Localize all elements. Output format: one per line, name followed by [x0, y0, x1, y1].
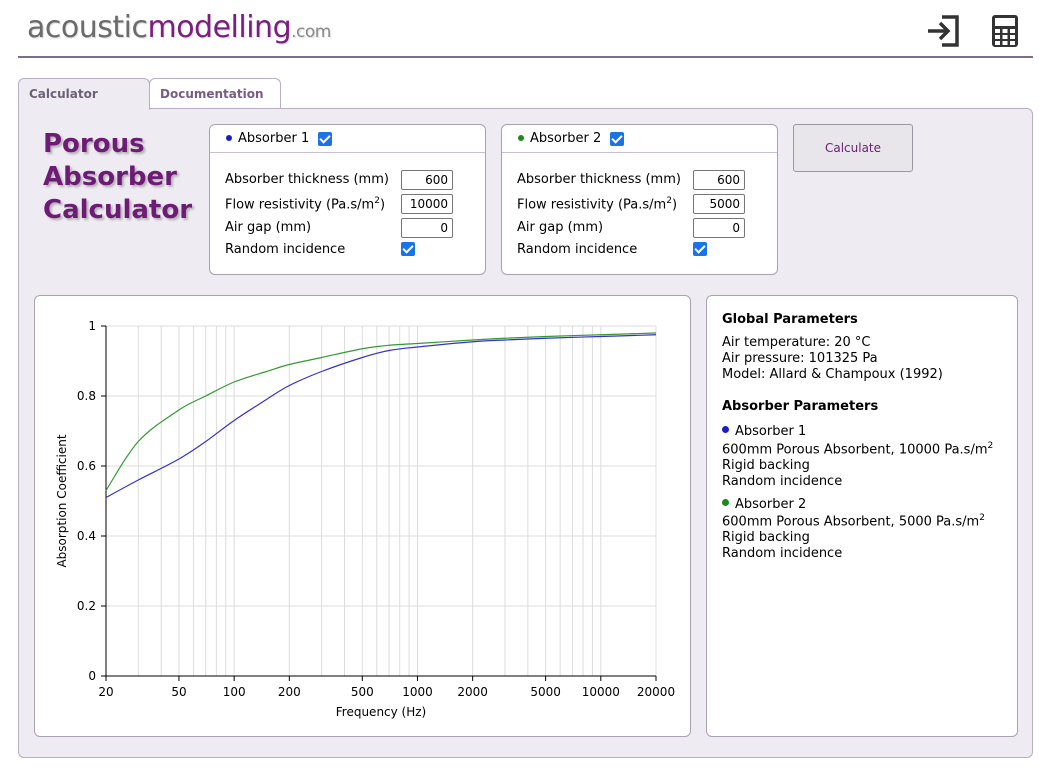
- y-axis-label: Absorption Coefficient: [55, 434, 69, 567]
- y-tick-label: 1: [88, 319, 96, 333]
- info-absorber-2-incidence: Random incidence: [722, 546, 843, 561]
- info-absorber-2-desc: 600mm Porous Absorbent, 5000 Pa.s/m2: [722, 513, 985, 529]
- absorber-2-thickness-label: Absorber thickness (mm): [517, 172, 681, 187]
- tab-calculator[interactable]: Calculator: [18, 78, 150, 110]
- absorber-2-random-checkbox[interactable]: [693, 242, 707, 256]
- header: acousticmodelling.com: [0, 0, 1039, 58]
- logo-part-domain: .com: [291, 22, 331, 42]
- info-absorber-2-desc-sup: 2: [979, 513, 985, 523]
- x-tick-label: 20000: [637, 685, 675, 699]
- absorber-2-dot-icon: [518, 134, 524, 141]
- y-tick-label: 0.2: [77, 599, 96, 613]
- info-absorber-1-desc-text: 600mm Porous Absorbent, 10000 Pa.s/m: [722, 442, 988, 458]
- info-absorber-1-name-text: Absorber 1: [735, 424, 807, 439]
- info-absorber-1-name: Absorber 1: [722, 424, 806, 439]
- global-params-title: Global Parameters: [722, 312, 858, 327]
- absorber-2-label: Absorber 2: [530, 131, 602, 146]
- absorber-1-enable-checkbox[interactable]: [318, 132, 332, 146]
- absorber-1-dot-icon: [226, 134, 232, 141]
- x-tick-label: 2000: [457, 685, 488, 699]
- y-tick-label: 0.8: [77, 389, 96, 403]
- y-tick-label: 0.4: [77, 529, 96, 543]
- info-absorber-2-dot-icon: [722, 499, 729, 506]
- x-tick-label: 50: [171, 685, 186, 699]
- calculator-icon[interactable]: [991, 14, 1019, 48]
- info-absorber-1-desc-sup: 2: [987, 441, 994, 451]
- absorber-2-panel: Absorber 2 Absorber thickness (mm) 600 F…: [501, 124, 778, 275]
- absorber-2-enable-checkbox[interactable]: [610, 132, 624, 146]
- x-tick-label: 500: [351, 685, 374, 699]
- absorber-1-thickness-label: Absorber thickness (mm): [225, 172, 389, 187]
- model-text: Model: Allard & Champoux (1992): [722, 367, 943, 382]
- absorber-2-airgap-input[interactable]: 0: [693, 218, 745, 238]
- absorber-2-flow-label-end: ): [671, 197, 678, 213]
- tab-documentation[interactable]: Documentation: [149, 78, 281, 109]
- absorption-chart: 0 0.2 0.4 0.6 0.8 1 20 50 100 200 500 1000 2000 5000 1…: [55, 319, 675, 719]
- absorber-2-flow-input[interactable]: 5000: [693, 194, 745, 214]
- absorber-2-header: Absorber 2: [502, 125, 777, 153]
- x-tick-label: 10000: [582, 685, 620, 699]
- air-temperature-text: Air temperature: 20 °C: [722, 335, 871, 350]
- absorber-1-panel: Absorber 1 Absorber thickness (mm) 600 F…: [209, 124, 486, 275]
- absorber-params-title: Absorber Parameters: [722, 399, 879, 414]
- absorber-1-flow-label: Flow resistivity (Pa.s/m2): [225, 196, 385, 212]
- x-tick-label: 5000: [530, 685, 561, 699]
- absorber-2-thickness-input[interactable]: 600: [693, 170, 745, 190]
- x-tick-label: 20: [98, 685, 113, 699]
- absorber-1-label: Absorber 1: [238, 131, 310, 146]
- x-tick-label: 1000: [402, 685, 433, 699]
- air-pressure-text: Air pressure: 101325 Pa: [722, 351, 878, 366]
- info-absorber-2-desc-text: 600mm Porous Absorbent, 5000 Pa.s/m: [722, 514, 980, 530]
- absorber-1-flow-label-end: ): [379, 197, 386, 213]
- title-line-1: Porous: [43, 129, 145, 159]
- series-line-1: [105, 334, 657, 499]
- site-logo[interactable]: acousticmodelling.com: [27, 10, 331, 45]
- x-axis-label: Frequency (Hz): [336, 705, 427, 719]
- x-tick-label: 200: [278, 685, 301, 699]
- absorber-1-airgap-label: Air gap (mm): [225, 220, 312, 235]
- calculate-button[interactable]: Calculate: [793, 124, 913, 172]
- y-tick-label: 0.6: [77, 459, 96, 473]
- x-tick-label: 100: [223, 685, 246, 699]
- absorber-1-flow-label-sup: 2: [374, 196, 380, 206]
- info-absorber-2-name-text: Absorber 2: [735, 497, 807, 512]
- page-title: Porous Absorber Calculator: [43, 128, 192, 227]
- absorber-1-header: Absorber 1: [210, 125, 485, 153]
- info-absorber-1-backing: Rigid backing: [722, 458, 810, 473]
- info-panel: Global Parameters Air temperature: 20 °C…: [706, 295, 1018, 737]
- info-absorber-2-backing: Rigid backing: [722, 530, 810, 545]
- absorber-2-random-label: Random incidence: [517, 242, 638, 257]
- absorber-2-airgap-label: Air gap (mm): [517, 220, 604, 235]
- info-absorber-1-dot-icon: [722, 426, 729, 433]
- absorber-1-thickness-input[interactable]: 600: [401, 170, 453, 190]
- absorber-1-flow-input[interactable]: 10000: [401, 194, 453, 214]
- absorber-1-random-label: Random incidence: [225, 242, 346, 257]
- absorber-2-flow-label-text: Flow resistivity (Pa.s/m: [517, 197, 667, 213]
- absorber-1-random-checkbox[interactable]: [401, 242, 415, 256]
- chart-panel: 0 0.2 0.4 0.6 0.8 1 20 50 100 200 500 1000 2000 5000 1…: [34, 295, 691, 737]
- logo-part-modelling: modelling: [147, 10, 292, 45]
- absorber-2-flow-label: Flow resistivity (Pa.s/m2): [517, 196, 677, 212]
- absorber-1-airgap-input[interactable]: 0: [401, 218, 453, 238]
- sign-in-arrow-icon[interactable]: [926, 14, 960, 48]
- logo-part-acoustic: acoustic: [27, 10, 148, 45]
- title-line-2: Absorber: [43, 162, 177, 192]
- title-line-3: Calculator: [43, 195, 193, 225]
- info-absorber-1-incidence: Random incidence: [722, 474, 843, 489]
- info-absorber-1-desc: 600mm Porous Absorbent, 10000 Pa.s/m2: [722, 441, 993, 457]
- absorber-1-flow-label-text: Flow resistivity (Pa.s/m: [225, 197, 375, 213]
- absorber-2-flow-label-sup: 2: [666, 196, 672, 206]
- series-line-2: [105, 332, 657, 491]
- y-tick-label: 0: [88, 669, 96, 683]
- info-absorber-2-name: Absorber 2: [722, 497, 806, 512]
- header-divider: [18, 56, 1033, 58]
